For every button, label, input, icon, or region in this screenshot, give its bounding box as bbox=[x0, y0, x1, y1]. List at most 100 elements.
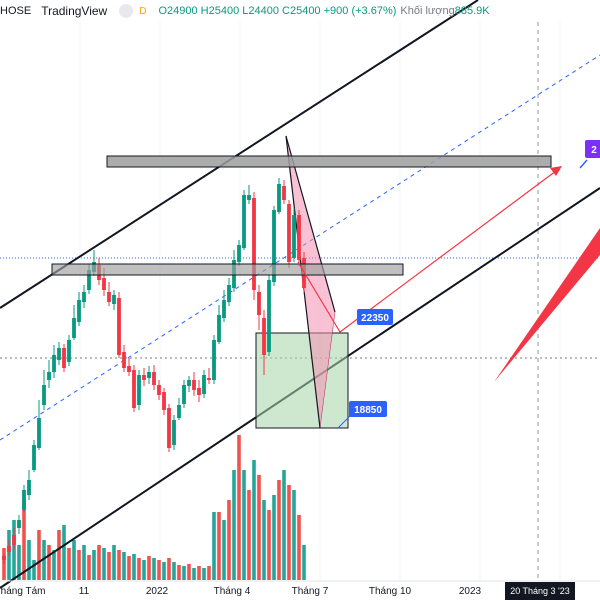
candle bbox=[182, 380, 186, 408]
x-tick-label: Tháng 10 bbox=[369, 586, 412, 597]
candle bbox=[27, 470, 31, 500]
big-red-arrow[interactable] bbox=[494, 228, 600, 382]
candle bbox=[57, 342, 61, 365]
candle-body bbox=[247, 195, 251, 200]
candle-body bbox=[127, 366, 131, 372]
candle bbox=[107, 282, 111, 306]
label-18850[interactable]: 18850 bbox=[349, 401, 387, 417]
volume-bar bbox=[17, 545, 21, 580]
label-22350[interactable]: 22350 bbox=[357, 309, 393, 325]
candle-body bbox=[52, 355, 56, 372]
interval-label[interactable]: D bbox=[139, 5, 147, 17]
volume-bar bbox=[182, 566, 186, 580]
volume-bar bbox=[27, 540, 31, 580]
candle-body bbox=[132, 370, 136, 408]
candle-body bbox=[282, 186, 286, 200]
volume-bar bbox=[137, 558, 141, 580]
candle-body bbox=[187, 380, 191, 386]
source-label: TradingView bbox=[41, 4, 108, 18]
volume-bar bbox=[267, 510, 271, 580]
label-target[interactable]: 2 bbox=[585, 140, 600, 158]
candle bbox=[12, 528, 16, 550]
candle bbox=[242, 190, 246, 250]
volume-bar bbox=[172, 562, 176, 580]
volume-bar bbox=[202, 568, 206, 580]
candle bbox=[202, 370, 206, 398]
candle-body bbox=[137, 375, 141, 405]
target-path-arrowhead bbox=[550, 166, 562, 176]
symbol-label[interactable]: HOSE bbox=[0, 5, 32, 17]
volume-bar bbox=[222, 520, 226, 580]
volume-bar bbox=[42, 540, 46, 580]
volume-bar bbox=[212, 512, 216, 580]
candle bbox=[152, 365, 156, 390]
volume-bar bbox=[167, 558, 171, 580]
volume-bar bbox=[37, 530, 41, 580]
candle-body bbox=[142, 375, 146, 380]
volume-bar bbox=[262, 500, 266, 580]
volume-label: Khối lượng bbox=[400, 5, 455, 17]
candle bbox=[37, 400, 41, 450]
volume-bar bbox=[292, 490, 296, 580]
channel-mid-line[interactable] bbox=[0, 54, 600, 441]
volume-bar bbox=[87, 555, 91, 580]
chart-header: HOSE TradingView D O24900 H25400 L24400 … bbox=[0, 0, 490, 22]
settings-dot-icon[interactable] bbox=[119, 4, 134, 18]
crosshair-date-label: 20 Tháng 3 '23 bbox=[505, 582, 575, 600]
candle-body bbox=[157, 385, 161, 395]
candle-body bbox=[242, 195, 246, 248]
volume-bar bbox=[152, 558, 156, 580]
candle bbox=[247, 185, 251, 204]
crosshair-date-text: 20 Tháng 3 '23 bbox=[510, 586, 570, 596]
candle bbox=[157, 380, 161, 400]
volume-bar bbox=[62, 525, 66, 580]
target-label-line bbox=[579, 159, 588, 169]
candle bbox=[227, 278, 231, 306]
candle-body bbox=[207, 378, 211, 380]
candle-body bbox=[197, 388, 201, 395]
candle bbox=[137, 370, 141, 410]
volume-bar bbox=[237, 435, 241, 580]
candle bbox=[127, 358, 131, 376]
channel-upper-line[interactable] bbox=[0, 0, 479, 309]
candle bbox=[197, 380, 201, 402]
volume-bar bbox=[197, 566, 201, 580]
candle-body bbox=[237, 245, 241, 262]
label-22350-text: 22350 bbox=[361, 313, 389, 324]
volume-bar bbox=[77, 550, 81, 580]
candle-body bbox=[257, 292, 261, 315]
x-tick-label: Tháng Tám bbox=[0, 586, 45, 597]
candle bbox=[167, 404, 171, 452]
candle-body bbox=[7, 546, 11, 552]
candle bbox=[72, 305, 76, 340]
volume-bar bbox=[232, 470, 236, 580]
candle bbox=[147, 366, 151, 384]
candle bbox=[267, 275, 271, 356]
candle bbox=[287, 200, 291, 268]
volume-bar bbox=[277, 480, 281, 580]
x-tick-label: 2022 bbox=[146, 586, 169, 597]
candle-body bbox=[67, 340, 71, 362]
candle-body bbox=[152, 372, 156, 385]
candle-body bbox=[102, 278, 106, 290]
x-tick-label: Tháng 4 bbox=[214, 586, 251, 597]
candle-body bbox=[227, 285, 231, 302]
candle bbox=[7, 540, 11, 556]
candle bbox=[212, 335, 216, 384]
candle bbox=[277, 178, 281, 214]
resistance-zone-mid[interactable] bbox=[51, 263, 404, 276]
x-tick-label: 11 bbox=[79, 586, 90, 597]
resistance-zone-top[interactable] bbox=[106, 155, 552, 168]
volume-bar bbox=[272, 495, 276, 580]
candle bbox=[192, 372, 196, 396]
target-path[interactable] bbox=[297, 167, 561, 333]
volume-bar bbox=[282, 470, 286, 580]
volume-bar bbox=[207, 566, 211, 580]
support-zone-box[interactable] bbox=[255, 332, 349, 429]
candle-body bbox=[272, 210, 276, 282]
volume-bar bbox=[102, 548, 106, 580]
volume-bar bbox=[82, 545, 86, 580]
volume-bar bbox=[142, 560, 146, 580]
